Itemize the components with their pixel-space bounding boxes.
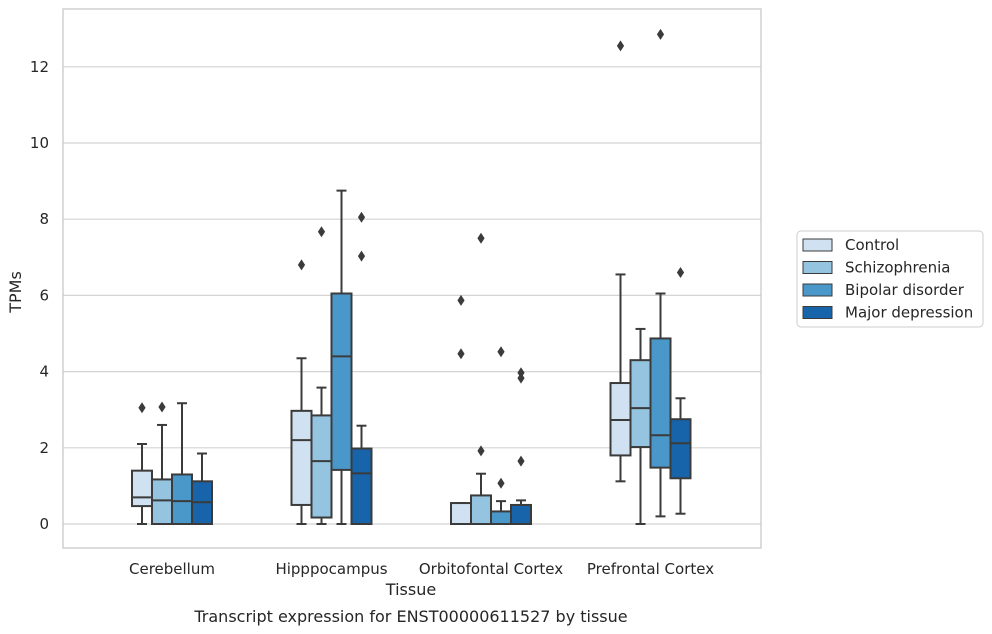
y-tick-label: 2: [39, 439, 49, 457]
legend-label: Major depression: [845, 304, 973, 322]
box-body: [490, 510, 512, 526]
x-tick-label: Hipppocampus: [275, 560, 387, 578]
legend-swatch: [802, 238, 833, 252]
outlier-point: [656, 28, 665, 40]
box-bipolar-disorder: [490, 346, 512, 526]
legend-swatch: [802, 306, 833, 319]
outlier-point: [497, 477, 505, 489]
box-body: [310, 414, 333, 519]
legend-frame: [796, 230, 984, 328]
x-tick-label: Prefrontal Cortex: [587, 560, 714, 578]
outlier-point: [138, 402, 146, 414]
legend-swatch: [802, 261, 833, 274]
y-tick-label: 10: [30, 134, 49, 152]
legend: Control Schizophrenia Bipolar disorder Majo…: [796, 230, 984, 328]
legend-label: Schizophrenia: [845, 259, 950, 277]
outlier-point: [517, 455, 525, 467]
outlier-point: [616, 40, 625, 52]
outlier-point: [497, 346, 505, 358]
box-body: [510, 503, 532, 526]
box-schizophrenia: [151, 401, 173, 526]
outlier-point: [357, 250, 366, 262]
box-bipolar-disorder: [330, 189, 353, 525]
legend-label: Control: [845, 236, 899, 254]
figure-caption: Transcript expression for ENST0000061152…: [193, 607, 627, 626]
box-body: [330, 292, 353, 471]
box-schizophrenia: [310, 226, 333, 525]
y-tick-labels: 0 2 4 6 8 10 12: [30, 58, 49, 533]
y-tick-label: 6: [39, 286, 49, 304]
box-control: [609, 40, 632, 483]
outlier-point: [477, 232, 485, 244]
outlier-point: [297, 259, 306, 271]
box-body: [649, 337, 672, 469]
box-control: [131, 402, 153, 525]
y-tick-label: 4: [39, 363, 49, 381]
outlier-point: [676, 267, 685, 279]
legend-label: Bipolar disorder: [845, 281, 965, 299]
plot-frame: [62, 8, 762, 549]
outlier-point: [457, 348, 465, 360]
outlier-point: [158, 401, 166, 413]
box-plot-series: [131, 28, 692, 526]
box-major-depression: [510, 367, 532, 526]
box-body: [450, 502, 472, 526]
box-schizophrenia: [629, 327, 652, 525]
y-tick-label: 12: [30, 58, 49, 76]
outlier-point: [517, 367, 525, 379]
box-body: [151, 478, 173, 526]
box-body: [350, 447, 373, 526]
box-body: [669, 418, 692, 480]
box-body: [629, 359, 652, 449]
outlier-point: [477, 445, 485, 457]
box-control: [290, 259, 313, 525]
box-control: [450, 294, 472, 526]
x-tick-labels: Cerebellum Hipppocampus Orbitofontal Corte…: [129, 560, 714, 578]
outlier-point: [457, 294, 465, 306]
box-major-depression: [191, 452, 213, 526]
outlier-point: [317, 226, 326, 238]
box-body: [470, 494, 492, 525]
x-axis-title: Tissue: [385, 580, 436, 599]
x-tick-label: Cerebellum: [129, 560, 215, 578]
box-bipolar-disorder: [649, 28, 672, 518]
x-tick-label: Orbitofontal Cortex: [419, 560, 563, 578]
box-schizophrenia: [470, 232, 492, 525]
y-tick-label: 8: [39, 210, 49, 228]
box-body: [290, 409, 313, 506]
grid-lines: [63, 66, 761, 525]
box-body: [171, 473, 193, 525]
legend-swatch: [802, 283, 833, 297]
box-major-depression: [669, 267, 692, 515]
y-tick-label: 0: [39, 515, 49, 533]
box-bipolar-disorder: [171, 402, 193, 525]
box-body: [131, 469, 153, 508]
box-major-depression: [350, 211, 373, 526]
outlier-point: [357, 211, 366, 223]
y-axis-title: TPMs: [6, 271, 25, 314]
